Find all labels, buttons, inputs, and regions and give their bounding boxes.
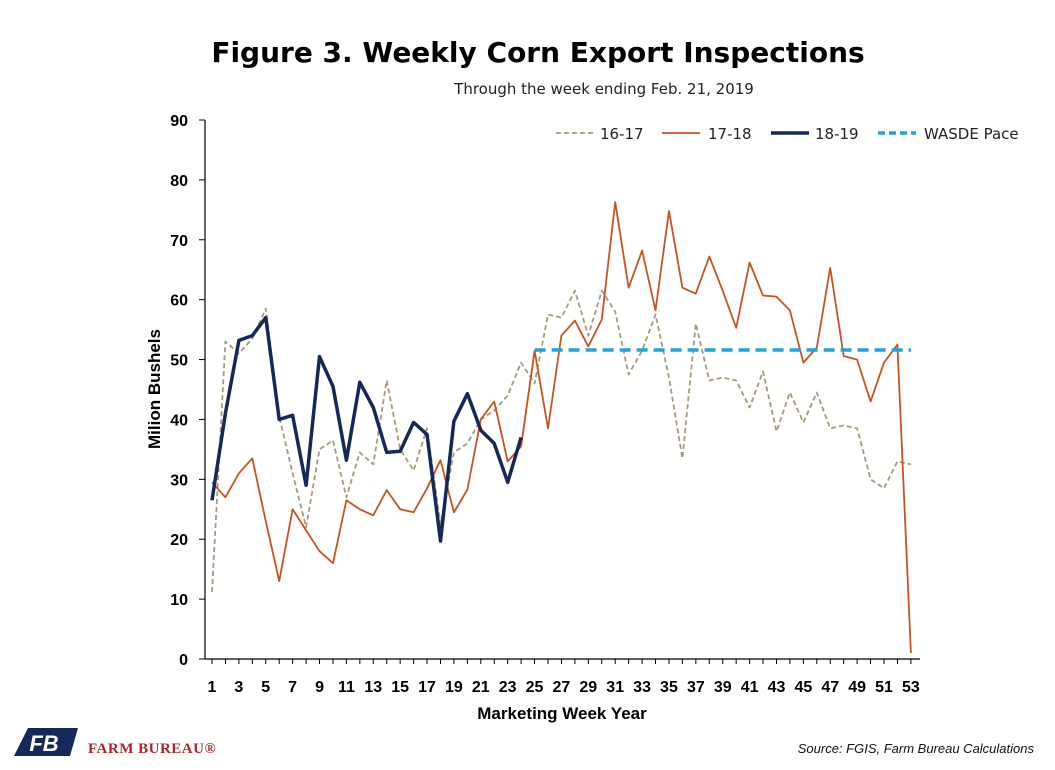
x-tick-label: 17	[418, 679, 436, 696]
x-tick-label: 41	[741, 679, 759, 696]
y-axis-label: Milion Bushels	[145, 329, 164, 449]
legend-label: WASDE Pace	[924, 125, 1019, 143]
y-tick-label: 40	[170, 412, 188, 429]
x-tick-label: 21	[472, 679, 490, 696]
series-line-17-18	[211, 201, 912, 654]
x-tick-label: 35	[660, 679, 678, 696]
x-tick-label: 45	[794, 679, 812, 696]
series-layer	[210, 201, 912, 654]
logo-letters: FB	[29, 731, 58, 756]
x-tick-label: 13	[364, 679, 382, 696]
series-line-16-17	[211, 289, 912, 592]
y-tick-label: 0	[179, 652, 188, 669]
axes	[204, 120, 920, 660]
y-tick-label: 20	[170, 532, 188, 549]
x-tick-label: 19	[445, 679, 463, 696]
x-tick-label: 5	[261, 679, 270, 696]
y-ticks: 0 10 20 30 40 50 60 70 80 90	[170, 113, 205, 669]
x-ticks: 1 3 5 7 9 11 13 15 17 19 21 23 25 27 29 31 33 35 37 39 41 43 4…	[208, 659, 920, 696]
x-tick-label: 53	[902, 679, 920, 696]
x-tick-label: 47	[821, 679, 839, 696]
x-tick-label: 31	[606, 679, 624, 696]
chart-title: Figure 3. Weekly Corn Export Inspections	[211, 36, 864, 69]
legend-label: 17-18	[708, 125, 752, 143]
x-tick-label: 51	[875, 679, 893, 696]
x-tick-label: 33	[633, 679, 651, 696]
x-tick-label: 11	[338, 679, 355, 696]
source-note: Source: FGIS, Farm Bureau Calculations	[798, 741, 1035, 756]
y-tick-label: 80	[170, 173, 188, 190]
x-tick-label: 1	[208, 679, 217, 696]
logo-mark	[14, 728, 78, 756]
x-tick-label: 15	[391, 679, 409, 696]
x-tick-label: 3	[234, 679, 243, 696]
y-tick-label: 10	[170, 592, 188, 609]
x-axis-label: Marketing Week Year	[477, 704, 647, 723]
x-tick-label: 39	[714, 679, 732, 696]
x-tick-label: 23	[499, 679, 517, 696]
y-tick-label: 60	[170, 293, 188, 310]
x-tick-label: 37	[687, 679, 705, 696]
x-tick-label: 25	[526, 679, 544, 696]
x-tick-label: 49	[848, 679, 866, 696]
farm-bureau-logo: FB FARM BUREAU®	[14, 728, 216, 757]
series-line-18-19	[210, 315, 523, 543]
legend: 16-17 17-18 18-19 WASDE Pace	[556, 125, 1019, 143]
x-tick-label: 43	[768, 679, 786, 696]
x-tick-label: 27	[553, 679, 571, 696]
x-tick-label: 9	[315, 679, 324, 696]
legend-label: 16-17	[600, 125, 644, 143]
x-tick-label: 29	[579, 679, 597, 696]
y-tick-label: 30	[170, 472, 188, 489]
y-tick-label: 90	[170, 113, 188, 130]
brand-name: FARM BUREAU®	[88, 741, 216, 757]
x-tick-label: 7	[288, 679, 297, 696]
chart-subtitle: Through the week ending Feb. 21, 2019	[453, 80, 754, 98]
y-tick-label: 70	[170, 233, 188, 250]
y-tick-label: 50	[170, 353, 188, 370]
legend-label: 18-19	[815, 125, 859, 143]
